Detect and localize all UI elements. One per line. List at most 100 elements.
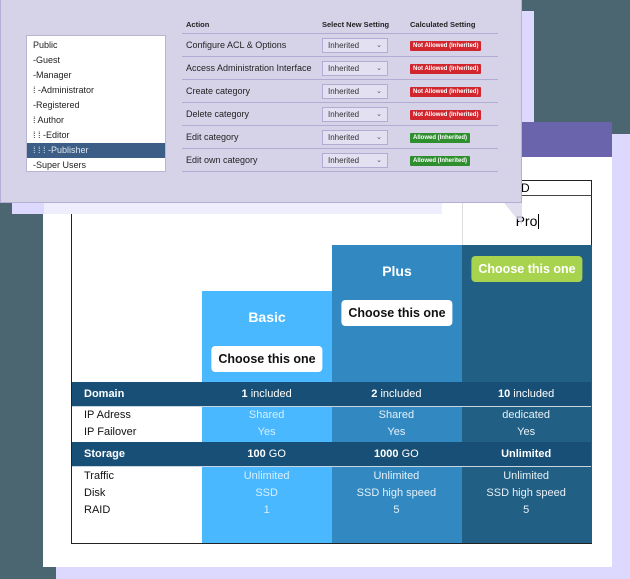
header-action: Action — [186, 20, 210, 29]
plan-title-basic: Basic — [248, 309, 286, 325]
cell-basic: 1 — [263, 503, 270, 516]
group-item-public[interactable]: Public — [33, 40, 58, 50]
cell-basic: Unlimited — [243, 469, 290, 482]
raid-row: RAID 1 5 5 — [72, 501, 591, 518]
user-group-list[interactable]: Public -Guest -Manager ⁞ -Administrator … — [26, 35, 166, 172]
select-value: Inherited — [328, 40, 360, 50]
permission-row: Access Administration Interface Inherite… — [182, 57, 498, 80]
domain-plus: 2 included — [371, 388, 422, 400]
action-label: Edit category — [186, 132, 239, 142]
permission-row: Configure ACL & Options Inherited ⌄ Not A… — [182, 34, 498, 57]
cell-pro: SSD high speed — [486, 486, 566, 499]
panel-shadow-left — [12, 203, 44, 214]
select-value: Inherited — [328, 86, 360, 96]
permission-row: Create category Inherited ⌄ Not Allowed (… — [182, 80, 498, 103]
permission-row: Edit own category Inherited ⌄ Allowed (In… — [182, 149, 498, 172]
choose-basic-button[interactable]: Choose this one — [211, 346, 323, 372]
action-label: Access Administration Interface — [186, 63, 312, 73]
disk-row: Disk SSD SSD high speed SSD high speed — [72, 484, 591, 501]
cell-pro: 5 — [523, 503, 530, 516]
chevron-down-icon: ⌄ — [376, 157, 382, 164]
status-badge: Allowed (Inherited) — [410, 156, 470, 166]
status-badge: Not Allowed (Inherited) — [410, 110, 482, 120]
permission-row: Edit category Inherited ⌄ Allowed (Inheri… — [182, 126, 498, 149]
header-select-new-setting: Select New Setting — [322, 20, 390, 29]
choose-plus-button[interactable]: Choose this one — [341, 300, 453, 326]
group-item-registered[interactable]: -Registered — [33, 100, 80, 110]
group-item-super-users[interactable]: -Super Users — [33, 160, 87, 170]
setting-select[interactable]: Inherited ⌄ — [322, 83, 388, 99]
status-badge: Not Allowed (Inherited) — [410, 41, 482, 51]
cell-pro: Yes — [517, 425, 536, 438]
storage-pro: Unlimited — [501, 448, 552, 460]
choose-pro-button[interactable]: Choose this one — [471, 256, 583, 282]
storage-basic: 100 GO — [247, 448, 286, 460]
action-label: Delete category — [186, 109, 250, 119]
row-label: IP Failover — [84, 425, 137, 438]
header-calculated-setting: Calculated Setting — [410, 20, 476, 29]
group-item-administrator[interactable]: ⁞ -Administrator — [33, 85, 95, 95]
domain-basic: 1 included — [241, 388, 292, 400]
pricing-table: Basic Choose this one Plus Choose this o… — [71, 180, 592, 544]
group-item-manager[interactable]: -Manager — [33, 70, 72, 80]
ip-address-row: IP Adress Shared Shared dedicated — [72, 406, 591, 423]
setting-select[interactable]: Inherited ⌄ — [322, 129, 388, 145]
chevron-down-icon: ⌄ — [376, 65, 382, 72]
domain-pro: 10 included — [497, 388, 555, 400]
cell-plus: SSD high speed — [356, 486, 437, 499]
action-label: Create category — [186, 86, 251, 96]
setting-select[interactable]: Inherited ⌄ — [322, 106, 388, 122]
permission-row: Delete category Inherited ⌄ Not Allowed (… — [182, 103, 498, 126]
chevron-down-icon: ⌄ — [376, 134, 382, 141]
row-label: IP Adress — [84, 408, 131, 421]
cell-plus: 5 — [393, 503, 400, 516]
row-label: RAID — [84, 503, 111, 516]
plan-column-basic: Basic Choose this one — [202, 291, 332, 543]
traffic-row: Traffic Unlimited Unlimited Unlimited — [72, 467, 591, 484]
storage-label: Storage — [84, 448, 125, 460]
group-item-guest[interactable]: -Guest — [33, 55, 61, 65]
group-item-author[interactable]: ⁞ Author — [33, 115, 65, 125]
row-divider — [72, 406, 591, 407]
status-badge: Not Allowed (Inherited) — [410, 64, 482, 74]
cell-pro: Unlimited — [503, 469, 550, 482]
permissions-table-header: Action Select New Setting Calculated Set… — [182, 16, 498, 34]
select-value: Inherited — [328, 109, 360, 119]
setting-select[interactable]: Inherited ⌄ — [322, 152, 388, 168]
chevron-down-icon: ⌄ — [376, 111, 382, 118]
background-strip — [522, 11, 534, 123]
row-divider — [72, 466, 591, 467]
setting-select[interactable]: Inherited ⌄ — [322, 37, 388, 53]
cell-plus: Unlimited — [373, 469, 420, 482]
cell-plus: Shared — [378, 408, 415, 421]
cell-basic: Yes — [257, 425, 276, 438]
storage-plus: 1000 GO — [374, 448, 419, 460]
permissions-popover: Public -Guest -Manager ⁞ -Administrator … — [0, 0, 522, 203]
plan-title-plus: Plus — [382, 263, 412, 279]
storage-row: Storage 100 GO 1000 GO Unlimited — [72, 442, 591, 466]
domain-row: Domain 1 included 2 included 10 included — [72, 382, 591, 406]
cell-basic: SSD — [255, 486, 278, 499]
chevron-down-icon: ⌄ — [376, 42, 382, 49]
group-item-editor[interactable]: ⁞ ⁞ -Editor — [33, 130, 70, 140]
permissions-table: Action Select New Setting Calculated Set… — [182, 16, 498, 172]
panel-shadow-strip — [12, 203, 442, 214]
action-label: Configure ACL & Options — [186, 40, 287, 50]
group-item-publisher[interactable]: ⁞ ⁞ ⁞ -Publisher — [27, 143, 165, 158]
status-badge: Not Allowed (Inherited) — [410, 87, 482, 97]
domain-label: Domain — [84, 388, 125, 400]
chevron-down-icon: ⌄ — [376, 88, 382, 95]
background-panel-right — [612, 134, 630, 579]
ip-failover-row: IP Failover Yes Yes Yes — [72, 423, 591, 440]
text-caret — [538, 213, 540, 229]
pro-title-input[interactable]: Pro — [462, 197, 592, 245]
row-label: Disk — [84, 486, 106, 499]
status-badge: Allowed (Inherited) — [410, 133, 470, 143]
setting-select[interactable]: Inherited ⌄ — [322, 60, 388, 76]
cell-pro: dedicated — [502, 408, 550, 421]
action-label: Edit own category — [186, 155, 258, 165]
cell-plus: Yes — [387, 425, 406, 438]
select-value: Inherited — [328, 63, 360, 73]
select-value: Inherited — [328, 155, 360, 165]
